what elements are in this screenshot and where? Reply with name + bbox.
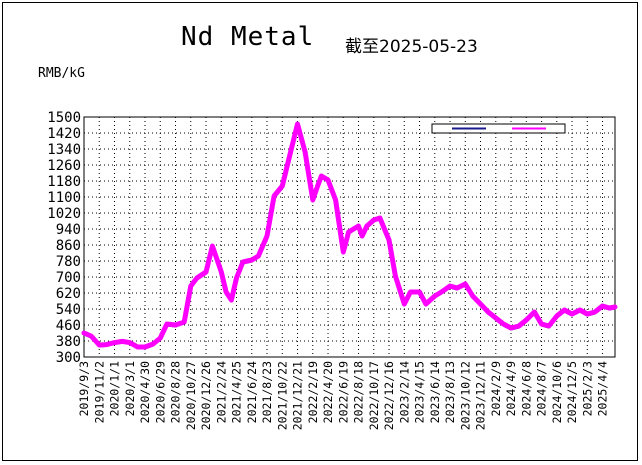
x-tick-label: 2021/8/23 (260, 361, 274, 423)
x-tick-label: 2024/10/6 (550, 361, 564, 423)
legend-box (431, 123, 566, 134)
x-tick-label: 2024/6/8 (519, 361, 533, 416)
x-tick-label: 2023/8/13 (443, 361, 457, 423)
grid (83, 116, 615, 358)
x-tick-label: 2022/12/16 (382, 361, 396, 430)
x-tick-label: 2024/2/9 (489, 361, 503, 416)
x-tick-label: 2021/2/24 (214, 361, 228, 423)
x-tick-label: 2019/11/2 (92, 361, 106, 423)
y-tick-label: 620 (56, 286, 81, 302)
x-tick-label: 2020/3/1 (123, 361, 137, 416)
y-tick-label: 700 (56, 270, 81, 286)
x-tick-label: 2021/4/25 (230, 361, 244, 423)
legend (431, 123, 566, 134)
y-tick-label: 300 (56, 350, 81, 366)
x-tick-label: 2022/4/20 (321, 361, 335, 423)
x-tick-label: 2020/4/30 (138, 361, 152, 423)
x-tick-label: 2021/6/24 (245, 361, 259, 423)
y-tick-label: 940 (56, 222, 81, 238)
plot-area (83, 116, 616, 358)
y-tick-label: 380 (56, 334, 81, 350)
y-tick-label: 460 (56, 318, 81, 334)
y-tick-label: 780 (56, 254, 81, 270)
x-tick-label: 2025/2/3 (580, 361, 594, 416)
x-tick-label: 2024/4/9 (504, 361, 518, 416)
x-tick-label: 2024/8/7 (535, 361, 549, 416)
x-tick-label: 2019/9/3 (77, 361, 91, 416)
x-axis-ticks: 2019/9/3 2019/11/2 2020/1/1 2020/3/1 2020/4/… (77, 361, 610, 430)
x-tick-label: 2023/10/12 (458, 361, 472, 430)
x-tick-label: 2022/8/18 (352, 361, 366, 423)
x-tick-label: 2020/8/28 (169, 361, 183, 423)
y-tick-label: 540 (56, 302, 81, 318)
x-tick-label: 2020/6/29 (153, 361, 167, 423)
y-tick-label: 1420 (47, 126, 81, 142)
x-tick-label: 2020/10/27 (184, 361, 198, 430)
x-tick-label: 2020/12/26 (199, 361, 213, 430)
x-tick-label: 2022/10/17 (367, 361, 381, 430)
series-layer (81, 121, 618, 350)
y-tick-label: 1340 (47, 142, 81, 158)
y-tick-label: 860 (56, 238, 81, 254)
x-tick-label: 2023/12/11 (474, 361, 488, 430)
y-tick-label: 1260 (47, 158, 81, 174)
series-line-2 (81, 121, 618, 350)
y-tick-label: 1180 (47, 174, 81, 190)
y-tick-label: 1500 (47, 110, 81, 126)
x-tick-label: 2024/12/5 (565, 361, 579, 423)
x-tick-label: 2023/4/15 (413, 361, 427, 423)
x-tick-label: 2020/1/1 (108, 361, 122, 416)
y-axis-unit-label: RMB/kG (38, 66, 85, 81)
y-axis-ticks: 1500142013401260118011001020940860780700… (47, 110, 81, 366)
y-tick-label: 1020 (47, 206, 81, 222)
chart-title: Nd Metal (181, 22, 315, 52)
x-tick-label: 2023/2/14 (397, 361, 411, 423)
x-tick-label: 2022/2/19 (306, 361, 320, 423)
chart-subtitle: 截至2025-05-23 (345, 37, 478, 57)
chart-frame (2, 2, 638, 461)
x-tick-label: 2023/6/14 (428, 361, 442, 423)
y-tick-label: 1100 (47, 190, 81, 206)
x-tick-label: 2022/6/19 (336, 361, 350, 423)
x-tick-label: 2025/4/4 (596, 361, 610, 416)
x-tick-label: 2021/10/22 (275, 361, 289, 430)
x-tick-label: 2021/12/21 (291, 361, 305, 430)
